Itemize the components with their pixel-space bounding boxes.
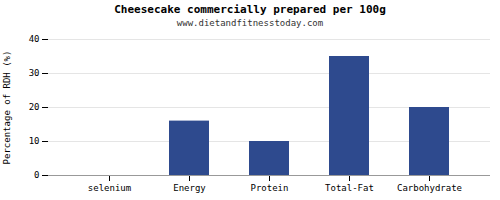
svg-text:selenium: selenium	[88, 183, 131, 193]
svg-text:30: 30	[29, 68, 40, 78]
svg-text:Protein: Protein	[251, 183, 289, 193]
html-text:Cheesecake commercially prepar: Cheesecake commercially prepared per 100…	[114, 3, 386, 16]
svg-text:40: 40	[29, 34, 40, 44]
svg-text:Carbohydrate: Carbohydrate	[397, 183, 462, 193]
svg-text:Energy: Energy	[173, 183, 206, 193]
svg-text:0: 0	[34, 170, 39, 180]
svg-text:Percentage of RDH (%): Percentage of RDH (%)	[2, 51, 12, 165]
svg-text:10: 10	[29, 136, 40, 146]
svg-text:20: 20	[29, 102, 40, 112]
html-text:www.dietandfitnesstoday.com: www.dietandfitnesstoday.com	[176, 18, 324, 28]
svg-text:Total-Fat: Total-Fat	[325, 183, 374, 193]
